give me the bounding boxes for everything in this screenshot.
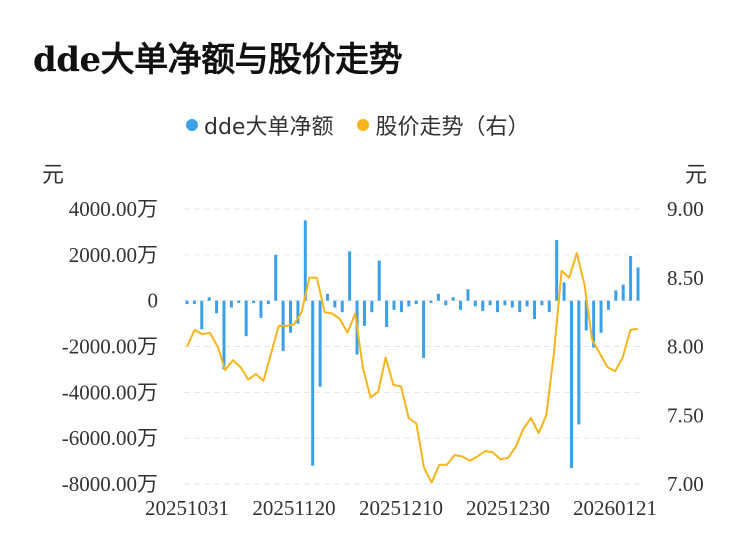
left-tick-label: -2000.00万 [62, 335, 158, 359]
x-tick-label: 20260121 [573, 496, 657, 520]
legend: dde大单净额 股价走势（右） [186, 109, 553, 141]
dde-bar [636, 267, 640, 301]
dde-bar [192, 300, 196, 305]
dde-bar [215, 300, 219, 314]
dde-bar [444, 300, 448, 306]
left-tick-label: 2000.00万 [69, 243, 158, 267]
dde-bar [459, 300, 463, 310]
left-tick-label: -6000.00万 [62, 426, 158, 450]
dde-bar [599, 300, 603, 333]
left-tick-label: 0 [148, 289, 159, 313]
dde-bar [303, 220, 307, 301]
x-tick-label: 20251230 [466, 496, 550, 520]
dde-bar [488, 300, 492, 306]
legend-dot-price [357, 119, 370, 131]
right-tick-label: 7.00 [667, 472, 704, 496]
dde-bar [606, 300, 610, 310]
left-tick-label: -4000.00万 [62, 380, 158, 404]
legend-dot-dde [186, 119, 198, 131]
dde-bar [259, 300, 263, 318]
left-tick-label: -8000.00万 [62, 472, 158, 496]
dde-bar [451, 297, 455, 301]
dde-bar [621, 284, 625, 301]
dde-bar [274, 254, 278, 301]
dde-bar [200, 300, 204, 330]
left-axis-unit: 元 [42, 163, 65, 188]
dde-bar [414, 300, 418, 305]
legend-label-dde: dde大单净额 [204, 115, 334, 140]
dde-bar [266, 300, 270, 305]
right-axis-unit: 元 [685, 163, 708, 188]
chart-title: dde大单净额与股价走势 [33, 40, 403, 80]
dde-bar [473, 300, 477, 307]
dde-bar [577, 300, 581, 425]
x-tick-label: 20251031 [145, 496, 229, 520]
dde-bar [370, 300, 374, 313]
dde-bar [362, 300, 366, 326]
dde-bar [584, 300, 588, 331]
dde-bar [629, 255, 633, 301]
dde-bar [525, 300, 529, 307]
legend-item-price[interactable]: 股价走势（右） [357, 109, 529, 141]
legend-item-dde[interactable]: dde大单净额 [186, 109, 333, 141]
dde-bar [510, 300, 514, 308]
dde-bar [399, 300, 403, 313]
dde-bar [244, 300, 248, 337]
dde-bar [237, 300, 241, 303]
dde-bar [518, 300, 522, 313]
dde-bar [496, 300, 500, 313]
dde-bar [348, 251, 352, 301]
x-tick-label: 20251210 [359, 496, 443, 520]
dde-bar [185, 300, 189, 305]
dde-bar [547, 300, 551, 313]
right-tick-label: 7.50 [667, 403, 704, 427]
price-line [186, 252, 639, 484]
dde-bar [325, 293, 329, 301]
dde-bar [252, 300, 256, 303]
dde-bar [429, 300, 433, 303]
dde-bar [377, 260, 381, 301]
dde-bar [311, 300, 315, 466]
dde-bar [436, 293, 440, 301]
dde-bar [555, 239, 559, 301]
dde-bar [318, 300, 322, 387]
right-tick-label: 8.50 [667, 266, 704, 290]
dde-bar [385, 300, 389, 328]
dde-bar [614, 290, 618, 301]
dde-bar [333, 300, 337, 308]
dde-bar [289, 300, 293, 333]
dde-bar [503, 300, 507, 306]
dde-bar [569, 300, 573, 468]
dde-bar [562, 282, 566, 301]
left-tick-label: 4000.00万 [69, 197, 158, 221]
right-tick-label: 9.00 [667, 197, 704, 221]
dde-bar [592, 300, 596, 348]
dde-bar [340, 300, 344, 313]
dde-bar [532, 300, 536, 319]
dde-bar [540, 300, 544, 306]
dde-bar [481, 300, 485, 311]
dde-bar [222, 300, 226, 370]
dde-bar [229, 300, 233, 308]
dde-bar [207, 297, 211, 301]
x-tick-label: 20251120 [252, 496, 335, 520]
dde-bar [392, 300, 396, 310]
dde-bar [296, 300, 300, 324]
right-tick-label: 8.00 [667, 335, 704, 359]
legend-label-price: 股价走势（右） [375, 115, 530, 140]
dde-bar [422, 300, 426, 358]
dde-bar [466, 289, 470, 301]
dde-bar [407, 300, 411, 307]
